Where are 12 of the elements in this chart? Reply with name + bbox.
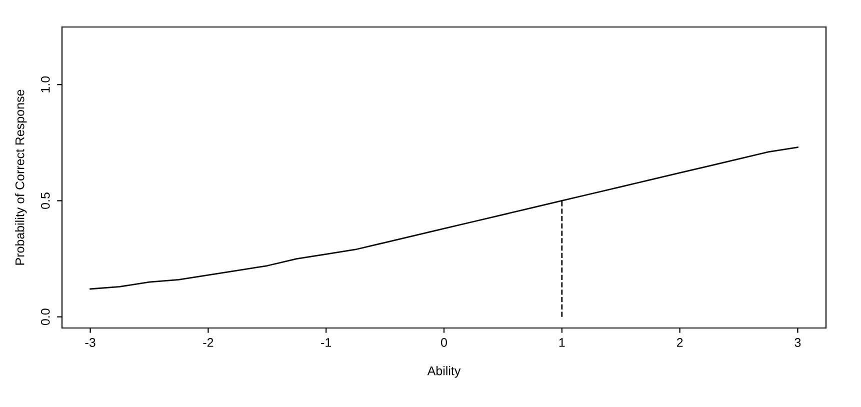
x-tick-label: -3 [85,338,96,347]
x-tick-label: 3 [794,338,801,347]
x-axis-title: Ability [427,366,461,378]
x-tick-label: 1 [559,338,565,347]
y-tick-label: 0.5 [40,192,50,209]
y-tick-label: 1.0 [40,76,50,92]
x-tick-label: 2 [676,338,683,347]
y-axis-title: Probability of Correct Response [15,90,27,265]
x-tick-label: -1 [321,338,332,347]
y-tick-label: 0.0 [40,308,50,326]
x-tick-label: -2 [203,338,214,347]
x-tick-label: 0 [441,338,447,347]
